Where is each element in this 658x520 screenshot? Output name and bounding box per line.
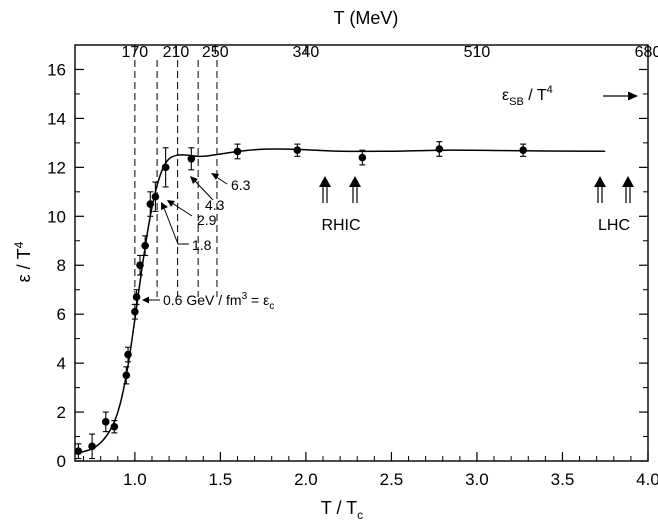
- lhc-arrow-2: [622, 176, 634, 203]
- y-tick-label: 8: [57, 256, 66, 275]
- y-tick-label: 10: [47, 207, 66, 226]
- y-tick-label: 4: [57, 354, 66, 373]
- svg-text:6.3: 6.3: [231, 177, 251, 193]
- plot-frame: [74, 44, 649, 462]
- data-point: [124, 346, 132, 363]
- lhc-arrow-1: [594, 176, 606, 203]
- fit-curve: [74, 148, 606, 455]
- svg-text:2.9: 2.9: [197, 212, 217, 228]
- top-tick-label: 170: [122, 44, 149, 61]
- data-point: [187, 147, 196, 171]
- stefan-boltzmann-annotation: εSB / T4: [502, 84, 638, 108]
- svg-text:εSB / T4: εSB / T4: [502, 84, 553, 108]
- data-point: [358, 149, 367, 166]
- y-axis-title: ε / T4: [12, 241, 34, 282]
- y-tick-label: 2: [57, 403, 66, 422]
- top-tick-label: 510: [464, 44, 491, 61]
- data-point: [161, 147, 170, 188]
- epsilon-c-annotation: 0.6 GeV / fm3 = εc: [142, 291, 274, 312]
- rhic-arrow-2: [349, 176, 361, 203]
- data-point: [435, 141, 444, 157]
- y-tick-label: 12: [47, 158, 66, 177]
- y-tick-label: 16: [47, 60, 66, 79]
- rhic-marker: RHIC: [319, 176, 361, 234]
- annotation-6-3: 6.3: [211, 173, 251, 193]
- svg-text:4.3: 4.3: [205, 197, 225, 213]
- annotation-4-3: 4.3: [190, 176, 225, 213]
- x-tick-label: 4.0: [636, 470, 658, 489]
- y-tick-label: 6: [57, 305, 66, 324]
- lhc-marker: LHC: [594, 176, 634, 234]
- data-point: [141, 235, 149, 256]
- data-point: [132, 289, 141, 305]
- data-point: [131, 303, 139, 320]
- annotation-1-8: 1.8: [161, 202, 212, 253]
- data-point: [110, 420, 119, 434]
- x-tick-label: 2.5: [380, 470, 404, 489]
- top-tick-label: 340: [293, 44, 320, 61]
- data-point: [74, 443, 83, 460]
- x-axis-title: T / Tc: [321, 498, 363, 520]
- data-point: [151, 181, 160, 212]
- y-tick-label: 0: [57, 452, 66, 471]
- data-point: [136, 254, 144, 276]
- svg-text:0.6 GeV / fm3 = εc: 0.6 GeV / fm3 = εc: [163, 291, 274, 312]
- top-tick-label: 680: [635, 44, 658, 61]
- annotation-2-9: 2.9: [167, 200, 217, 228]
- x-tick-label: 2.0: [294, 470, 318, 489]
- data-point: [146, 191, 155, 217]
- svg-text:1.8: 1.8: [192, 237, 212, 253]
- x-tick-label: 1.0: [123, 470, 147, 489]
- data-point: [233, 143, 242, 160]
- data-point: [293, 143, 302, 157]
- x-tick-label: 1.5: [209, 470, 233, 489]
- x-tick-label: 3.0: [465, 470, 489, 489]
- lhc-label: LHC: [598, 217, 630, 234]
- data-point: [122, 366, 131, 385]
- x-tick-label: 3.5: [551, 470, 575, 489]
- data-point: [101, 411, 110, 433]
- top-tick-label: 250: [202, 44, 229, 61]
- top-axis-title: T (MeV): [334, 8, 399, 28]
- top-tick-label: 210: [163, 44, 190, 61]
- rhic-arrow-1: [319, 176, 331, 203]
- data-point: [519, 143, 527, 157]
- y-tick-label: 14: [47, 109, 66, 128]
- data-point: [88, 433, 96, 460]
- rhic-label: RHIC: [321, 217, 360, 234]
